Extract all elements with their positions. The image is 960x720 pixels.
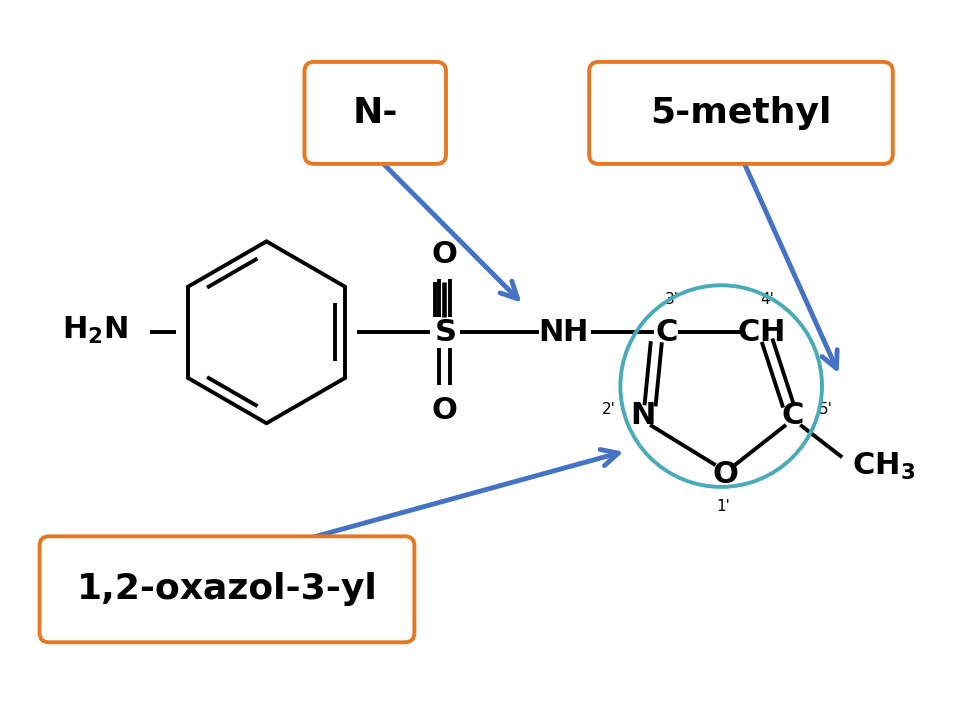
FancyBboxPatch shape xyxy=(589,62,893,164)
Text: $\mathbf{N}$: $\mathbf{N}$ xyxy=(630,401,655,430)
Text: $\mathbf{S}$: $\mathbf{S}$ xyxy=(434,318,455,347)
Text: 2': 2' xyxy=(602,402,615,417)
Text: 3': 3' xyxy=(665,292,679,307)
FancyBboxPatch shape xyxy=(39,536,415,642)
Text: N-: N- xyxy=(353,96,398,130)
Text: $\mathbf{CH_3}$: $\mathbf{CH_3}$ xyxy=(852,451,915,482)
Text: 5': 5' xyxy=(819,402,832,417)
Text: 4': 4' xyxy=(760,292,774,307)
Text: $\mathbf{NH}$: $\mathbf{NH}$ xyxy=(539,318,588,347)
FancyBboxPatch shape xyxy=(304,62,446,164)
Text: $\mathbf{O}$: $\mathbf{O}$ xyxy=(431,240,458,269)
Text: $\mathbf{O}$: $\mathbf{O}$ xyxy=(431,396,458,425)
Text: 1': 1' xyxy=(716,499,731,514)
Text: 5-methyl: 5-methyl xyxy=(650,96,831,130)
Text: $\mathbf{H_2N}$: $\mathbf{H_2N}$ xyxy=(62,315,128,346)
Text: $\mathbf{C}$: $\mathbf{C}$ xyxy=(781,401,804,430)
Text: $\mathbf{O}$: $\mathbf{O}$ xyxy=(712,460,738,489)
Text: 1,2-oxazol-3-yl: 1,2-oxazol-3-yl xyxy=(77,572,377,606)
Text: $\mathbf{C}$: $\mathbf{C}$ xyxy=(655,318,677,347)
Text: $\mathbf{CH}$: $\mathbf{CH}$ xyxy=(737,318,784,347)
